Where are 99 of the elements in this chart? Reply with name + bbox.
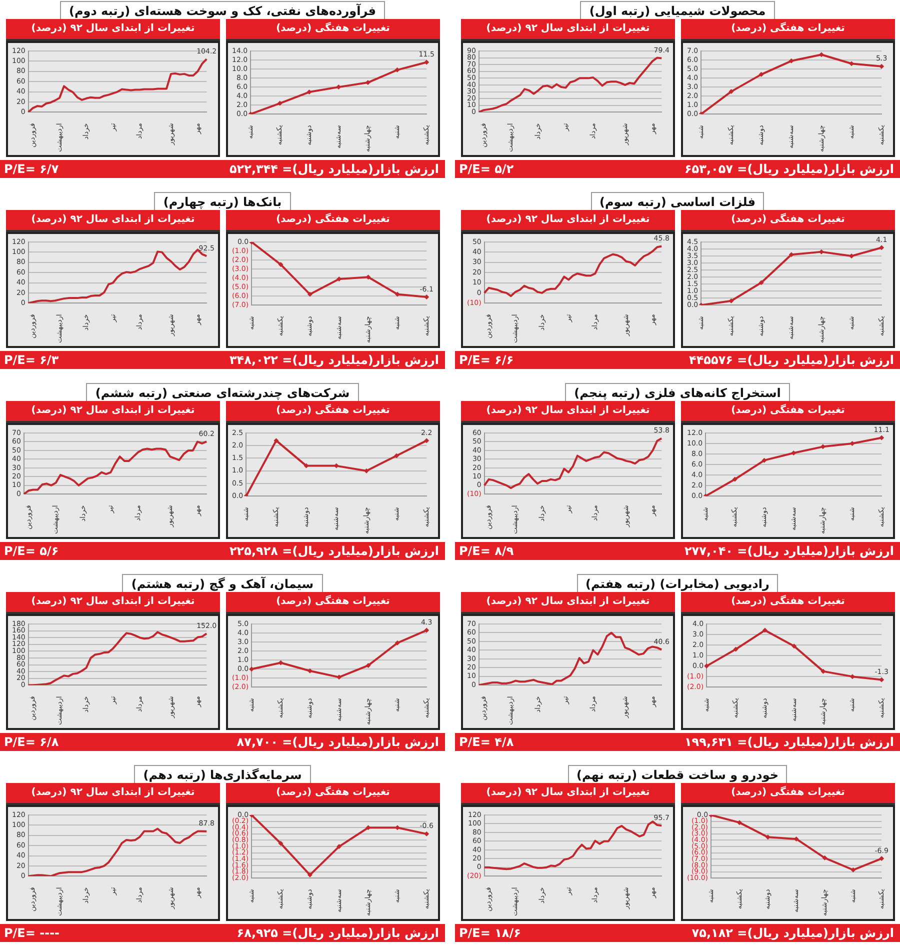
- chart-title: تغییرات هفتگی (درصد): [681, 210, 895, 232]
- point: [394, 292, 400, 297]
- text: P/E= ۶/۷: [4, 161, 59, 178]
- point: [788, 58, 794, 64]
- chart-title: تغییرات هفتگی (درصد): [681, 592, 895, 614]
- point: [822, 855, 828, 860]
- text: P/E= ۵/۶: [4, 543, 59, 560]
- text: ارزش بازار(میلیارد ریال)= ۵۲۲,۳۴۴: [229, 161, 439, 178]
- text: ارزش بازار(میلیارد ریال)= ۸۷,۷۰۰: [236, 734, 439, 751]
- point: [336, 674, 342, 680]
- point: [704, 664, 710, 669]
- point: [820, 444, 826, 450]
- chart-title: تغییرات از ابتدای سال ۹۲ (درصد): [461, 19, 675, 41]
- chart-subtitle: رادیویی (مخابرات) (رتبه هفتم): [576, 574, 778, 593]
- chart-subtitle: شرکت‌های چندرشته‌ای صنعتی (رتبه ششم): [86, 383, 359, 402]
- chart-subtitle: استخراج کانه‌های فلزی (رتبه پنجم): [565, 383, 790, 402]
- point: [336, 844, 342, 850]
- point: [394, 640, 400, 646]
- chart-title: تغییرات هفتگی (درصد): [226, 783, 440, 805]
- point: [758, 280, 764, 286]
- point: [792, 644, 797, 649]
- text: P/E= ۶/۶: [459, 352, 514, 369]
- text: ارزش بازار(میلیارد ریال)= ۲۷۷,۰۴۰: [684, 543, 894, 560]
- point: [732, 476, 738, 482]
- chart-title: تغییرات هفتگی (درصد): [226, 19, 440, 41]
- chart-title: تغییرات هفتگی (درصد): [226, 401, 440, 423]
- point: [850, 441, 855, 446]
- chart-title: تغییرات از ابتدای سال ۹۲ (درصد): [461, 592, 675, 614]
- point: [733, 646, 738, 652]
- point: [728, 89, 734, 94]
- chart-subtitle: فرآورده‌های نفتی، کک و سوخت هسته‌ای (رتبه دوم): [60, 1, 386, 20]
- point: [278, 840, 284, 846]
- point: [424, 60, 430, 65]
- chart-subtitle: محصولات شیمیایی (رتبه اول): [580, 1, 775, 20]
- chart-subtitle: سرمایه‌گذاری‌ها (رتبه دهم): [134, 765, 311, 784]
- chart-subtitle: بانک‌ها (رتبه چهارم): [154, 192, 291, 211]
- point: [394, 67, 400, 72]
- point: [274, 438, 279, 444]
- point: [424, 294, 430, 300]
- chart-title: تغییرات هفتگی (درصد): [681, 19, 895, 41]
- chart-subtitle: فلزات اساسی (رتبه سوم): [590, 192, 764, 211]
- point: [307, 292, 312, 297]
- text: ارزش بازار(میلیارد ریال)= ۷۵,۱۸۲: [692, 925, 894, 942]
- point: [424, 628, 430, 633]
- point: [277, 100, 282, 106]
- point: [306, 90, 312, 95]
- text: P/E= ----: [4, 925, 60, 942]
- point: [879, 856, 884, 862]
- text: ارزش بازار(میلیارد ریال)= ۶۸,۹۲۵: [236, 925, 439, 942]
- point: [307, 668, 312, 674]
- text: ارزش بازار(میلیارد ریال)= ۲۲۵,۹۲۸: [229, 543, 439, 560]
- chart-title: تغییرات از ابتدای سال ۹۲ (درصد): [6, 783, 220, 805]
- point: [728, 298, 734, 304]
- text: P/E= ۵/۲: [459, 161, 514, 178]
- point: [249, 666, 254, 672]
- chart-title: تغییرات از ابتدای سال ۹۲ (درصد): [461, 210, 675, 232]
- point: [879, 245, 884, 250]
- point: [278, 660, 284, 666]
- point: [879, 435, 884, 440]
- point: [850, 867, 856, 872]
- point: [818, 52, 824, 58]
- point: [820, 668, 826, 674]
- point: [849, 254, 854, 259]
- point: [424, 831, 430, 836]
- chart-title: تغییرات از ابتدای سال ۹۲ (درصد): [6, 592, 220, 614]
- chart-title: تغییرات هفتگی (درصد): [226, 592, 440, 614]
- chart-subtitle: خودرو و ساخت قطعات (رتبه نهم): [568, 765, 788, 784]
- text: ارزش بازار(میلیارد ریال)= ۶۵۳,۰۵۷: [684, 161, 894, 178]
- point: [879, 677, 884, 682]
- point: [394, 453, 400, 458]
- text: P/E= ۱۸/۶: [459, 925, 521, 942]
- chart-title: تغییرات هفتگی (درصد): [226, 210, 440, 232]
- text: ارزش بازار(میلیارد ریال)= ۳۴۸,۰۲۲: [229, 352, 439, 369]
- chart-title: تغییرات هفتگی (درصد): [681, 401, 895, 423]
- point: [424, 438, 430, 444]
- chart-title: تغییرات از ابتدای سال ۹۲ (درصد): [6, 210, 220, 232]
- text: P/E= ۶/۸: [4, 734, 59, 751]
- point: [736, 820, 742, 826]
- point: [366, 662, 371, 668]
- chart-title: تغییرات از ابتدای سال ۹۲ (درصد): [461, 783, 675, 805]
- text: P/E= ۴/۸: [459, 734, 514, 751]
- point: [788, 252, 794, 258]
- point: [850, 674, 855, 680]
- text: ارزش بازار(میلیارد ریال)= ۱۹۹,۶۳۱: [684, 734, 894, 751]
- point: [762, 628, 768, 633]
- chart-title: تغییرات هفتگی (درصد): [681, 783, 895, 805]
- text: ارزش بازار(میلیارد ریال)= ۴۴۵۵۷۶: [689, 352, 894, 369]
- point: [762, 458, 767, 463]
- point: [879, 64, 884, 69]
- point: [758, 72, 764, 77]
- text: P/E= ۸/۹: [459, 543, 514, 560]
- point: [307, 872, 312, 878]
- chart-title: تغییرات از ابتدای سال ۹۲ (درصد): [6, 401, 220, 423]
- point: [278, 262, 284, 268]
- point: [765, 834, 770, 840]
- text: P/E= ۶/۳: [4, 352, 59, 369]
- chart-title: تغییرات از ابتدای سال ۹۲ (درصد): [6, 19, 220, 41]
- chart-subtitle: سیمان، آهک و گچ (رتبه هشتم): [122, 574, 323, 593]
- chart-title: تغییرات از ابتدای سال ۹۲ (درصد): [461, 401, 675, 423]
